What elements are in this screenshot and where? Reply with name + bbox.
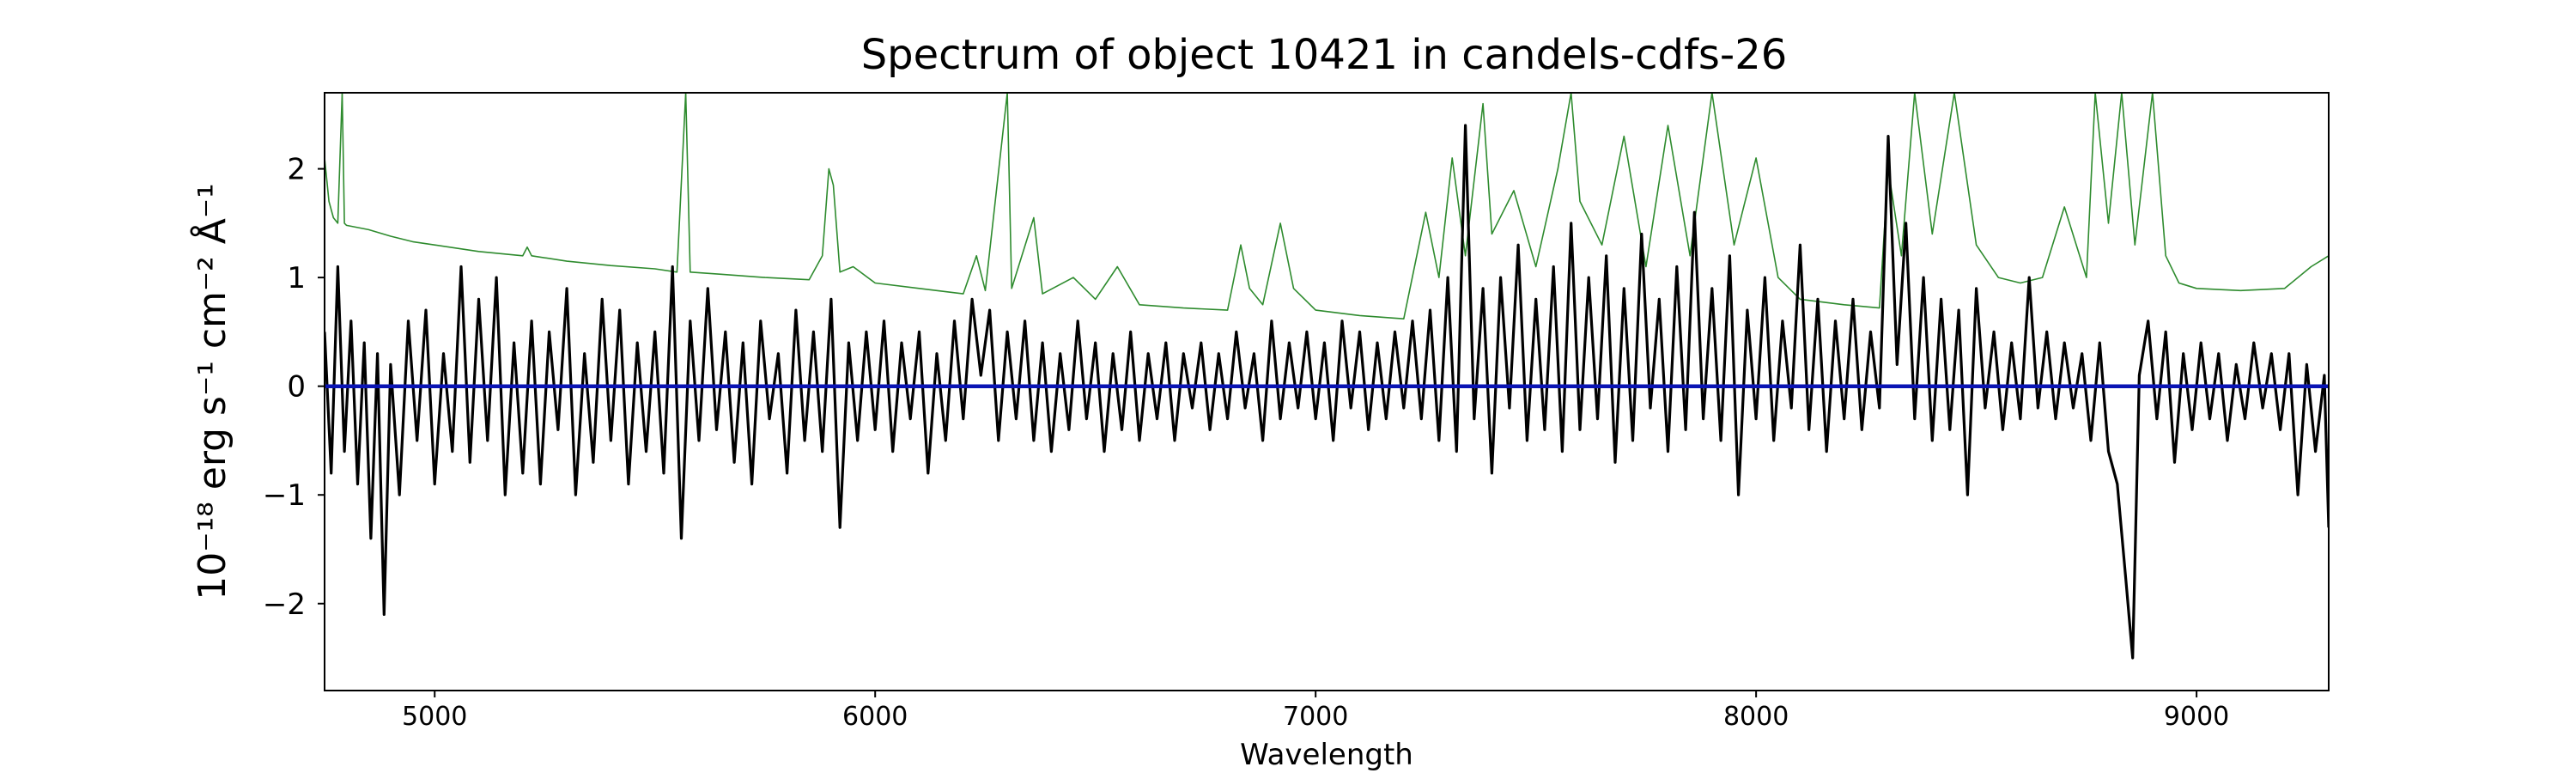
series-line-1 bbox=[325, 124, 2329, 660]
plot-frame bbox=[324, 92, 2330, 691]
chart-title: Spectrum of object 10421 in candels-cdfs… bbox=[861, 31, 1788, 79]
y-tick-label: 0 bbox=[287, 370, 306, 405]
x-axis-label: Wavelength bbox=[1240, 738, 1413, 772]
y-tick-label: 1 bbox=[287, 261, 306, 295]
x-axis-ticks: 5000 6000 7000 8000 9000 bbox=[402, 691, 2229, 732]
x-tick-label: 6000 bbox=[842, 702, 908, 732]
x-tick-label: 8000 bbox=[1723, 702, 1789, 732]
y-tick-label: −1 bbox=[263, 478, 306, 513]
y-axis-ticks: −2 −1 0 1 2 bbox=[263, 153, 325, 622]
series-line-0 bbox=[325, 93, 2329, 320]
y-tick-label: −2 bbox=[263, 587, 306, 622]
x-tick-label: 5000 bbox=[402, 702, 467, 732]
x-tick-label: 9000 bbox=[2164, 702, 2229, 732]
y-tick-label: 2 bbox=[287, 153, 306, 187]
y-axis-label: 10⁻¹⁸ erg s⁻¹ cm⁻² Å⁻¹ bbox=[189, 183, 234, 600]
x-tick-label: 7000 bbox=[1283, 702, 1348, 732]
plot-area bbox=[324, 92, 2330, 691]
series-layer bbox=[325, 93, 2329, 660]
